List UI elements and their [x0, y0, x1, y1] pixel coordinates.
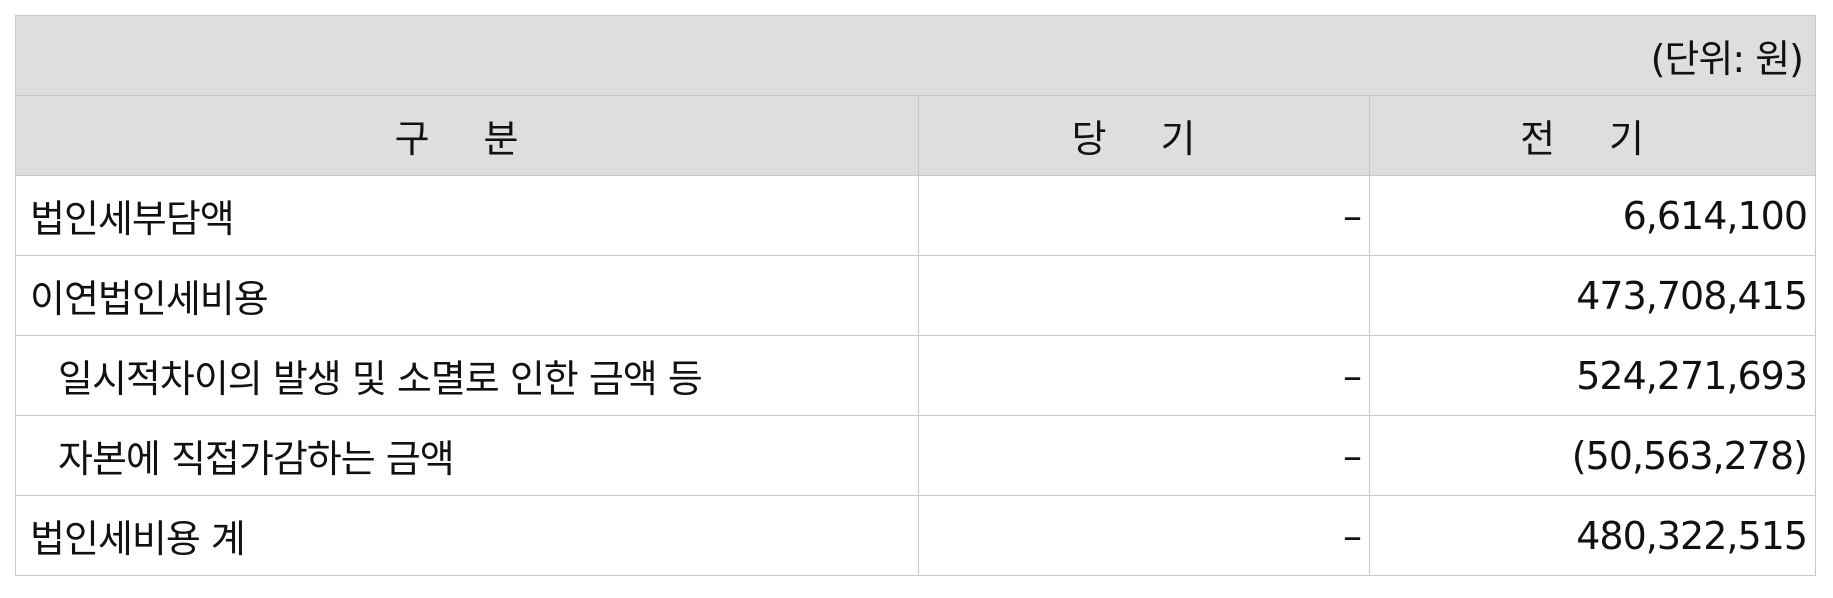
header-current-period: 당 기 [918, 95, 1370, 176]
row-label: 이연법인세비용 [15, 255, 919, 336]
table-row: 자본에 직접가감하는 금액 – (50,563,278) [15, 415, 1816, 496]
table-row: 법인세비용 계 – 480,322,515 [15, 495, 1816, 576]
table-row: 일시적차이의 발생 및 소멸로 인한 금액 등 – 524,271,693 [15, 335, 1816, 416]
unit-note: (단위: 원) [15, 15, 1816, 96]
previous-value: 6,614,100 [1369, 175, 1816, 256]
table-row: 법인세부담액 – 6,614,100 [15, 175, 1816, 256]
tax-expense-table: (단위: 원) 구 분 당 기 전 기 법인세부담액 – 6,614,100 이… [15, 15, 1816, 576]
previous-value: 524,271,693 [1369, 335, 1816, 416]
row-label: 자본에 직접가감하는 금액 [15, 415, 919, 496]
current-value: – [918, 415, 1370, 496]
current-value: – [918, 495, 1370, 576]
header-row: 구 분 당 기 전 기 [15, 95, 1816, 176]
table-row: 이연법인세비용 473,708,415 [15, 255, 1816, 336]
row-label: 법인세부담액 [15, 175, 919, 256]
current-value: – [918, 335, 1370, 416]
previous-value: (50,563,278) [1369, 415, 1816, 496]
row-label: 법인세비용 계 [15, 495, 919, 576]
unit-row: (단위: 원) [15, 15, 1816, 96]
header-previous-period: 전 기 [1369, 95, 1816, 176]
header-category: 구 분 [15, 95, 919, 176]
previous-value: 473,708,415 [1369, 255, 1816, 336]
row-label: 일시적차이의 발생 및 소멸로 인한 금액 등 [15, 335, 919, 416]
tax-expense-table-wrapper: (단위: 원) 구 분 당 기 전 기 법인세부담액 – 6,614,100 이… [15, 15, 1816, 576]
current-value: – [918, 175, 1370, 256]
previous-value: 480,322,515 [1369, 495, 1816, 576]
current-value [918, 255, 1370, 336]
